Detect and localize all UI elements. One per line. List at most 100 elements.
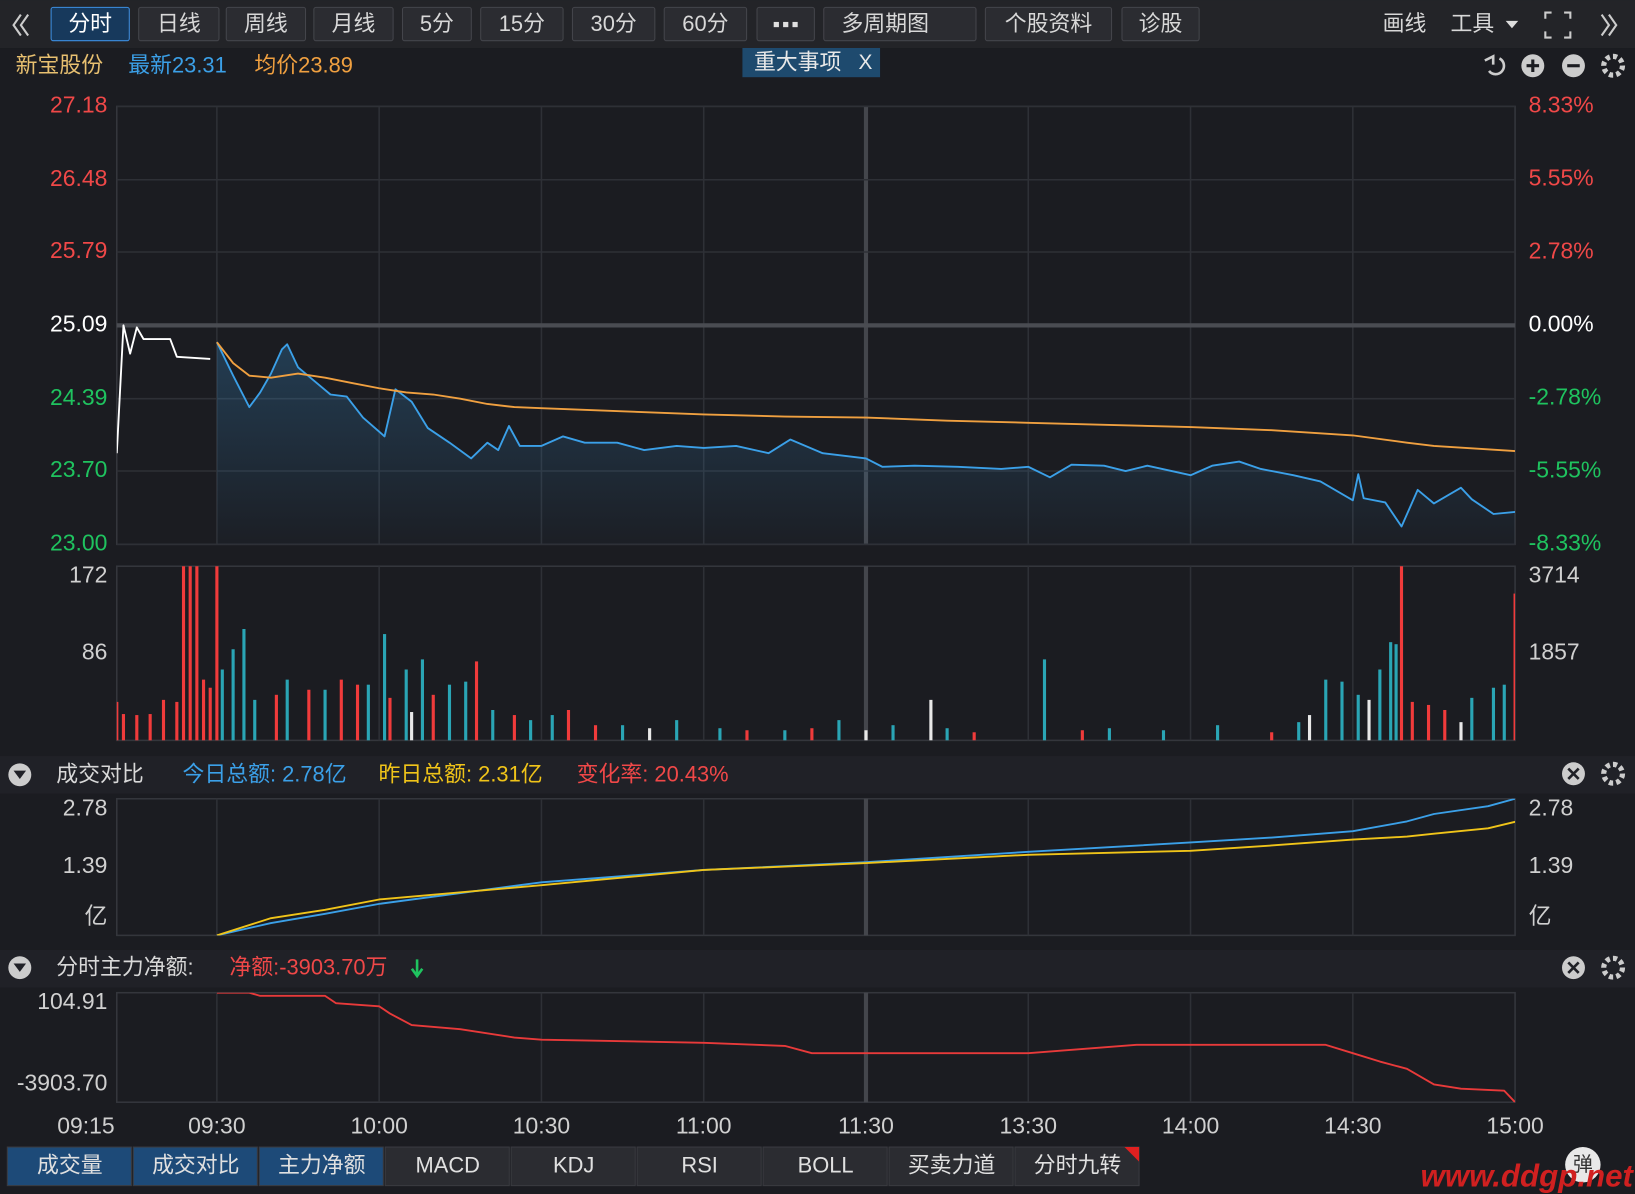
tab-label[interactable]: 诊股 — [1139, 11, 1183, 36]
tab-label[interactable]: 周线 — [244, 11, 288, 36]
volume-bar — [1502, 684, 1506, 741]
tick-label: -2.78% — [1529, 384, 1602, 410]
series-line — [216, 341, 1516, 453]
tab-button[interactable] — [571, 6, 656, 42]
volume-bar — [621, 725, 625, 741]
indicator-label[interactable]: 买卖力道 — [908, 1153, 996, 1178]
indicator-label[interactable]: 分时九转 — [1034, 1153, 1122, 1178]
tick-label: 2.78 — [1529, 794, 1574, 820]
volume-bar — [366, 684, 370, 741]
volume-bar — [121, 714, 126, 741]
tab-button[interactable] — [823, 6, 977, 42]
indicator-tab[interactable] — [1014, 1146, 1140, 1187]
volume-bar — [1470, 697, 1474, 741]
event-tag[interactable] — [742, 48, 881, 78]
volume-bar — [1340, 681, 1344, 741]
volume-bar — [491, 710, 495, 741]
volume-bar — [783, 730, 787, 741]
more-dots — [773, 21, 798, 28]
tab-label[interactable]: 月线 — [332, 11, 376, 36]
settings-icon[interactable] — [1601, 955, 1626, 980]
event-close[interactable]: X — [859, 51, 873, 74]
tab-button[interactable] — [663, 6, 748, 42]
volume-bar — [410, 712, 414, 741]
tool-label[interactable]: 画线 — [1383, 11, 1427, 36]
indicator-tab[interactable] — [636, 1146, 762, 1187]
indicator-tab[interactable] — [258, 1146, 384, 1187]
indicator-tab[interactable] — [384, 1146, 510, 1187]
x-tick-label: 11:00 — [676, 1112, 732, 1138]
x-tick-label: 11:30 — [838, 1112, 894, 1138]
tab-label[interactable]: 分时 — [68, 11, 112, 36]
volume-bar — [1443, 710, 1447, 741]
volume-bar — [1491, 687, 1496, 741]
tab-button[interactable] — [138, 6, 220, 42]
tab-label[interactable]: 日线 — [157, 11, 201, 36]
event-label[interactable]: 重大事项 — [754, 49, 842, 74]
indicator-tab[interactable] — [888, 1146, 1014, 1187]
volume-bar — [231, 649, 235, 741]
fullscreen-icon[interactable] — [1544, 11, 1572, 39]
average-price: 均价23.89 — [254, 53, 353, 78]
tab-label[interactable]: 5分 — [420, 11, 454, 36]
undo-icon[interactable] — [1484, 54, 1506, 76]
indicator-label[interactable]: KDJ — [553, 1153, 594, 1178]
volume-bar — [383, 634, 387, 741]
x-tick-label: 10:30 — [513, 1112, 570, 1138]
tab-button[interactable] — [984, 6, 1113, 42]
indicator-tab[interactable] — [510, 1146, 636, 1187]
tab-button[interactable] — [225, 6, 307, 42]
volume-bar — [1297, 722, 1301, 741]
volume-bar — [1356, 694, 1360, 741]
indicator-label[interactable]: 主力净额 — [278, 1153, 366, 1178]
indicator-tab[interactable] — [762, 1146, 888, 1187]
volume-bar — [116, 701, 119, 741]
indicator-label[interactable]: 成交对比 — [152, 1153, 240, 1178]
volume-bar — [593, 725, 598, 741]
x-tick-label: 14:00 — [1162, 1112, 1219, 1138]
volume-bar — [175, 701, 179, 741]
indicator-tab[interactable] — [132, 1146, 258, 1187]
indicator-tab[interactable] — [6, 1146, 132, 1187]
tab-button[interactable] — [313, 6, 394, 42]
tick-label: 104.91 — [37, 988, 107, 1014]
tab-label[interactable]: 个股资料 — [1005, 11, 1093, 36]
collapse-icon[interactable] — [12, 14, 30, 37]
x-tick-label: 09:15 — [57, 1112, 114, 1138]
tab-button[interactable] — [1121, 6, 1200, 42]
volume-bar — [1399, 566, 1404, 741]
volume-bar — [431, 694, 435, 741]
expand-icon[interactable] — [1600, 14, 1618, 37]
tab-button[interactable] — [50, 6, 130, 42]
volume-bar — [307, 689, 311, 741]
popup-button[interactable] — [1565, 1147, 1601, 1183]
tab-label[interactable]: 60分 — [682, 11, 728, 36]
close-glyph — [1567, 961, 1580, 974]
volume-bar — [945, 728, 949, 741]
volume-bar — [220, 669, 224, 741]
amount-header — [0, 756, 1635, 794]
settings-icon[interactable] — [1601, 53, 1626, 78]
indicator-label[interactable]: RSI — [681, 1153, 717, 1178]
volume-bar — [253, 699, 257, 741]
series-line — [216, 798, 1516, 936]
indicator-label[interactable]: BOLL — [798, 1153, 854, 1178]
volume-bar — [135, 715, 139, 741]
tab-button[interactable] — [480, 6, 564, 42]
volume-bar — [1389, 642, 1393, 741]
tick-label: 1.39 — [63, 852, 108, 878]
indicator-label[interactable]: MACD — [416, 1153, 480, 1178]
tab-label[interactable]: 15分 — [499, 11, 545, 36]
volume-bar — [810, 728, 814, 741]
tab-button[interactable] — [401, 6, 472, 42]
tick-label: 8.33% — [1529, 91, 1594, 117]
popup-label[interactable]: 弹 — [1573, 1154, 1593, 1176]
tab-label[interactable]: 30分 — [591, 11, 637, 36]
indicator-label[interactable]: 成交量 — [37, 1153, 103, 1178]
settings-icon[interactable] — [1601, 761, 1626, 786]
tool-label[interactable]: 工具 — [1450, 11, 1494, 36]
series-line — [216, 341, 1516, 528]
tab-label[interactable]: 多周期图 — [842, 11, 930, 36]
amount-title: 成交对比 — [56, 762, 143, 787]
